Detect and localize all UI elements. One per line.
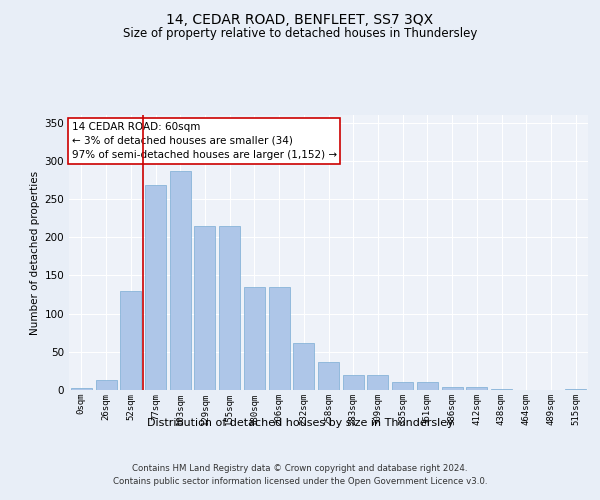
Bar: [293, 342, 314, 390]
Bar: [367, 374, 388, 390]
Text: Contains HM Land Registry data © Crown copyright and database right 2024.: Contains HM Land Registry data © Crown c…: [132, 464, 468, 473]
Bar: [466, 387, 487, 390]
Bar: [269, 287, 290, 390]
Bar: [244, 287, 265, 390]
Bar: [392, 382, 413, 390]
Bar: [219, 226, 240, 390]
Text: Size of property relative to detached houses in Thundersley: Size of property relative to detached ho…: [123, 28, 477, 40]
Bar: [318, 362, 339, 390]
Bar: [565, 389, 586, 390]
Bar: [194, 226, 215, 390]
Text: Distribution of detached houses by size in Thundersley: Distribution of detached houses by size …: [146, 418, 454, 428]
Y-axis label: Number of detached properties: Number of detached properties: [30, 170, 40, 334]
Bar: [145, 186, 166, 390]
Bar: [71, 388, 92, 390]
Text: 14 CEDAR ROAD: 60sqm
← 3% of detached houses are smaller (34)
97% of semi-detach: 14 CEDAR ROAD: 60sqm ← 3% of detached ho…: [71, 122, 337, 160]
Bar: [120, 290, 141, 390]
Text: 14, CEDAR ROAD, BENFLEET, SS7 3QX: 14, CEDAR ROAD, BENFLEET, SS7 3QX: [166, 12, 434, 26]
Bar: [491, 389, 512, 390]
Bar: [442, 387, 463, 390]
Bar: [343, 374, 364, 390]
Bar: [95, 380, 116, 390]
Text: Contains public sector information licensed under the Open Government Licence v3: Contains public sector information licen…: [113, 478, 487, 486]
Bar: [417, 382, 438, 390]
Bar: [170, 171, 191, 390]
